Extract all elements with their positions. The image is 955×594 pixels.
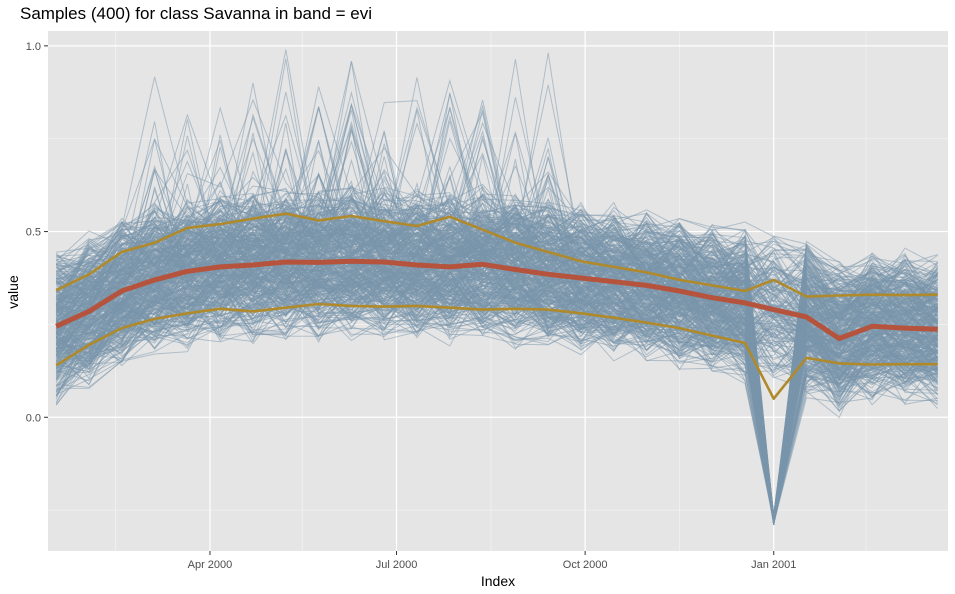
sample-line <box>55 206 938 516</box>
sample-line <box>55 272 938 393</box>
sample-line <box>55 158 938 519</box>
sample-line <box>55 288 939 520</box>
sample-line <box>55 213 939 519</box>
x-axis: Apr 2000 Jul 2000 Oct 2000 Jan 2001 <box>188 551 796 571</box>
sample-line <box>55 217 939 347</box>
y-tick-label: 1.0 <box>26 41 41 53</box>
summary-lines <box>55 212 938 401</box>
sample-line <box>56 172 938 355</box>
y-tick-label: 0.5 <box>26 227 41 239</box>
sample-line <box>55 220 939 520</box>
sample-line <box>56 181 939 323</box>
x-tick-label: Jul 2000 <box>376 559 418 571</box>
sample-line <box>55 196 939 310</box>
sample-line <box>56 250 938 525</box>
sample-line <box>55 183 938 305</box>
y-axis-title: value <box>5 275 21 309</box>
mean-line <box>55 258 938 341</box>
quantile-line <box>55 302 938 401</box>
y-axis: 0.0 0.5 1.0 <box>26 41 48 424</box>
sample-line <box>56 267 938 379</box>
sample-line <box>55 221 939 341</box>
sample-line <box>55 272 939 523</box>
x-tick-label: Jan 2001 <box>751 559 796 571</box>
sample-line <box>56 240 939 520</box>
x-axis-title: Index <box>481 573 515 589</box>
chart-title: Samples (400) for class Savanna in band … <box>20 4 372 23</box>
sample-line <box>56 216 938 515</box>
x-tick-label: Apr 2000 <box>188 559 233 571</box>
x-tick-label: Oct 2000 <box>563 559 608 571</box>
quantile-line <box>55 212 938 298</box>
y-tick-label: 0.0 <box>26 412 41 424</box>
